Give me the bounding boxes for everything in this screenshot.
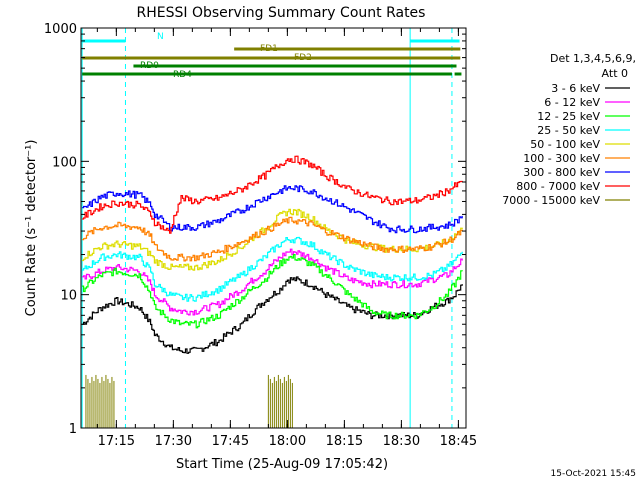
flag-label: RD4	[173, 70, 192, 80]
x-tick-label: 17:30	[155, 434, 192, 449]
legend-label: 7000 - 15000 keV	[502, 194, 600, 207]
x-tick-label: 18:00	[269, 434, 306, 449]
legend-label: 800 - 7000 keV	[516, 180, 600, 193]
series-300-800keV	[82, 185, 463, 234]
series-line	[82, 155, 463, 234]
plot-area: N FD1 FD2 RD0 RD4	[81, 28, 463, 428]
flag-label: FD2	[294, 53, 312, 63]
series-100-300keV	[82, 216, 463, 262]
high-energy-burst	[267, 374, 293, 428]
legend-label: 3 - 6 keV	[551, 82, 600, 95]
y-tick-label: 10	[60, 289, 77, 304]
legend-label: 6 - 12 keV	[544, 96, 600, 109]
y-tick-label: 100	[52, 155, 77, 170]
timestamp: 15-Oct-2021 15:45	[551, 469, 636, 479]
legend-header: Det 1,3,4,5,6,9,	[550, 52, 636, 65]
y-tick-label: 1	[69, 422, 77, 437]
series-line	[82, 208, 463, 271]
chart-title: RHESSI Observing Summary Count Rates	[137, 5, 426, 21]
series-50-100keV	[82, 208, 463, 271]
x-tick-label: 17:45	[212, 434, 249, 449]
flag-label: FD1	[260, 44, 278, 54]
series-line	[82, 236, 463, 302]
flag-label: RD0	[140, 61, 159, 71]
series-6-12keV	[82, 248, 463, 316]
legend-label: 100 - 300 keV	[523, 152, 600, 165]
legend-label: 25 - 50 keV	[537, 124, 600, 137]
series-800-7000keV	[82, 155, 463, 234]
legend-label: 50 - 100 keV	[530, 138, 600, 151]
legend-label: 12 - 25 keV	[537, 110, 600, 123]
y-axis-label: Count Rate (s⁻¹ detector⁻¹)	[24, 140, 39, 317]
plot-frame	[80, 27, 467, 429]
axes: 1 10 100 1000 17:15 17:30 17:45 18:00 18:15 18:30…	[44, 22, 477, 449]
x-tick-label: 18:15	[326, 434, 363, 449]
x-tick-label: 17:15	[98, 434, 135, 449]
series-25-50keV	[82, 236, 463, 302]
flag-label: N	[157, 32, 164, 42]
x-tick-label: 18:30	[383, 434, 420, 449]
legend-label: 300 - 800 keV	[523, 166, 600, 179]
series-line	[82, 248, 463, 316]
y-tick-label: 1000	[44, 22, 77, 37]
series-line	[82, 216, 463, 262]
x-tick-label: 18:45	[440, 434, 477, 449]
series-12-25keV	[82, 254, 463, 329]
series-line	[82, 185, 463, 234]
legend-header: Att 0	[602, 67, 628, 80]
series-line	[82, 254, 463, 329]
high-energy-burst	[85, 374, 115, 428]
x-axis-label: Start Time (25-Aug-09 17:05:42)	[176, 457, 388, 472]
